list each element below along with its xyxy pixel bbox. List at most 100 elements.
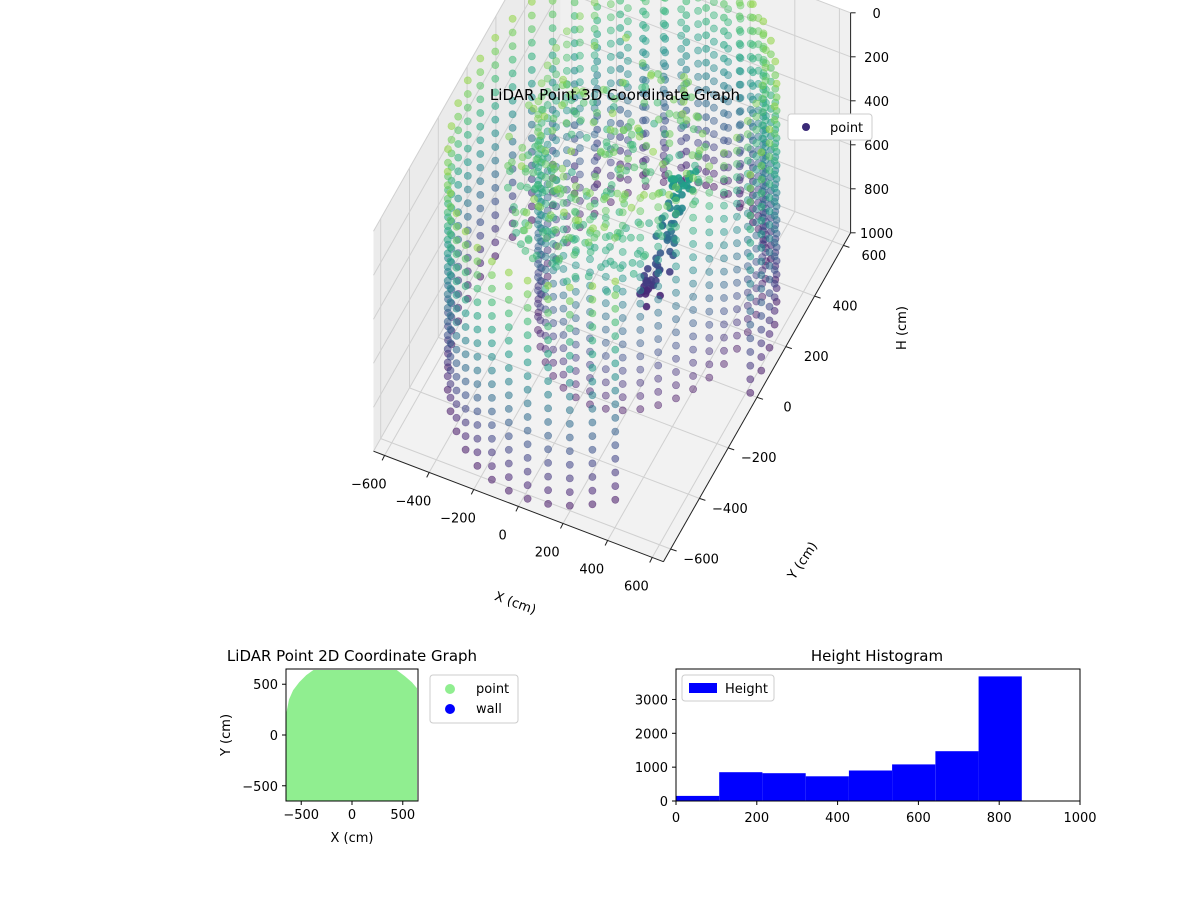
data-point <box>624 175 632 184</box>
data-point <box>660 0 667 2</box>
data-point <box>461 391 470 400</box>
tick-labels: −600 −400 −200 0 200 400 600 −600 −400 −200 0 200 40… <box>351 7 893 594</box>
data-point <box>659 178 668 186</box>
data-point <box>765 207 774 216</box>
data-point <box>641 50 650 59</box>
data-point <box>720 294 728 302</box>
data-point <box>702 31 710 40</box>
data-point <box>666 223 674 231</box>
data-point <box>601 391 610 400</box>
data-point <box>616 119 625 128</box>
data-point <box>473 311 482 320</box>
data-point <box>733 146 741 155</box>
data-point <box>487 257 496 266</box>
data-point <box>746 361 755 370</box>
data-point <box>636 365 645 374</box>
data-point <box>733 344 741 353</box>
data-point <box>461 336 470 345</box>
data-point <box>545 180 554 189</box>
data-point <box>551 225 560 234</box>
z-tick-label: 600 <box>864 139 889 154</box>
data-point <box>452 263 461 272</box>
histogram-bar <box>762 773 806 801</box>
data-point <box>757 284 766 293</box>
data-point <box>491 102 500 110</box>
data-point <box>752 139 761 147</box>
data-point <box>454 99 463 107</box>
data-point <box>675 151 684 160</box>
data-point <box>549 358 558 367</box>
chart-title-3d: LiDAR Point 3D Coordinate Graph <box>490 86 740 104</box>
data-point <box>624 43 632 52</box>
data-point <box>636 378 645 387</box>
data-point <box>677 31 686 40</box>
data-point <box>743 130 752 139</box>
data-point <box>624 57 632 65</box>
data-point <box>611 291 620 300</box>
data-point <box>720 320 728 329</box>
data-point <box>446 257 455 266</box>
data-point <box>508 69 517 78</box>
data-point <box>588 500 597 509</box>
data-point <box>611 277 620 286</box>
data-point <box>590 156 599 165</box>
data-point <box>571 287 580 296</box>
data-point <box>735 12 744 21</box>
data-point <box>504 295 513 304</box>
data-point <box>654 282 663 291</box>
data-point <box>635 132 644 141</box>
data-point <box>672 354 680 363</box>
data-point <box>705 175 714 184</box>
data-point <box>521 247 530 255</box>
data-point <box>767 50 775 59</box>
data-point <box>461 445 470 454</box>
data-point <box>759 44 768 53</box>
x-tick-label: 600 <box>906 811 931 826</box>
data-point <box>549 372 558 380</box>
data-point <box>624 96 632 105</box>
data-point <box>508 192 517 200</box>
data-point <box>636 207 645 216</box>
data-point <box>549 160 558 169</box>
data-point <box>590 64 599 73</box>
histogram-bar <box>978 676 1022 801</box>
data-point <box>606 0 615 8</box>
data-point <box>523 494 532 503</box>
data-point <box>642 279 651 287</box>
data-point <box>571 314 580 323</box>
data-point <box>735 94 744 103</box>
data-point <box>746 320 755 329</box>
data-point <box>601 272 610 281</box>
data-point <box>576 144 584 152</box>
data-point <box>590 143 599 152</box>
data-point <box>733 331 741 340</box>
data-point <box>446 352 455 361</box>
data-point <box>454 194 463 203</box>
data-point <box>534 202 543 210</box>
data-point <box>454 140 463 148</box>
data-point <box>508 83 517 91</box>
z-tick-label: 0 <box>872 7 880 22</box>
data-point <box>618 353 627 362</box>
data-point <box>608 109 617 118</box>
data-point <box>702 45 710 53</box>
data-point <box>642 302 651 311</box>
data-point <box>720 95 728 104</box>
data-point <box>523 290 532 299</box>
data-point <box>661 103 670 111</box>
data-point <box>733 252 741 261</box>
data-point <box>588 282 597 290</box>
data-point <box>659 160 667 169</box>
data-point <box>567 130 576 139</box>
data-point <box>590 199 599 208</box>
data-point <box>577 116 585 125</box>
data-point <box>555 254 564 263</box>
data-point <box>559 317 568 326</box>
data-point <box>682 0 691 6</box>
data-point <box>516 182 525 190</box>
data-point <box>770 129 779 138</box>
data-point <box>616 264 625 272</box>
data-point <box>596 147 605 156</box>
data-point <box>446 243 455 252</box>
data-point <box>541 252 550 261</box>
